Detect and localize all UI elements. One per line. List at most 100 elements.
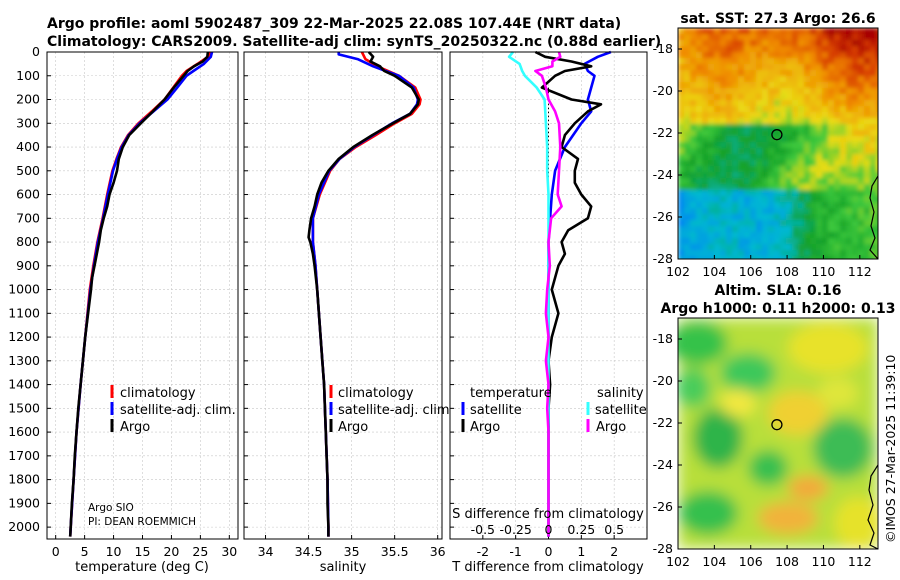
sst-cell: [804, 136, 811, 143]
sst-cell: [858, 160, 865, 167]
sst-cell: [858, 28, 865, 35]
sst-cell: [858, 238, 865, 245]
sst-cell: [810, 28, 817, 35]
sst-cell: [786, 76, 793, 83]
sst-cell: [828, 196, 835, 203]
sst-cell: [768, 184, 775, 191]
sst-cell: [768, 118, 775, 125]
sst-cell: [720, 28, 727, 35]
sst-cell: [840, 70, 847, 77]
sst-cell: [834, 28, 841, 35]
sla-anomaly: [818, 378, 858, 408]
sst-cell: [690, 256, 697, 259]
sst-cell: [714, 58, 721, 65]
sst-cell: [708, 226, 715, 233]
sst-cell: [738, 52, 745, 59]
sst-cell: [768, 172, 775, 179]
sst-cell: [834, 208, 841, 215]
sst-cell: [780, 136, 787, 143]
sst-cell: [816, 82, 823, 89]
sst-cell: [780, 52, 787, 59]
sst-cell: [708, 52, 715, 59]
sst-cell: [846, 250, 853, 257]
sst-map-frame: [677, 27, 879, 260]
sst-cell: [738, 34, 745, 41]
sst-cell: [786, 52, 793, 59]
sst-cell: [738, 94, 745, 101]
sst-cell: [732, 220, 739, 227]
sst-cell: [690, 28, 697, 35]
sst-cell: [822, 52, 829, 59]
sst-cell: [774, 82, 781, 89]
sst-cell: [684, 196, 691, 203]
sst-cell: [780, 232, 787, 239]
sst-cell: [840, 88, 847, 95]
sst-cell: [720, 52, 727, 59]
map-x-tick-label: 110: [812, 554, 836, 569]
sst-cell: [870, 184, 877, 191]
sst-cell: [840, 256, 847, 259]
sst-cell: [726, 70, 733, 77]
sst-cell: [696, 172, 703, 179]
sst-cell: [816, 196, 823, 203]
sst-cell: [684, 40, 691, 47]
sla-map-title: Altim. SLA: 0.16: [714, 283, 841, 299]
sst-cell: [852, 232, 859, 239]
sst-cell: [864, 220, 871, 227]
sst-cell: [804, 238, 811, 245]
sst-cell: [816, 178, 823, 185]
sst-cell: [738, 226, 745, 233]
sst-cell: [876, 136, 878, 143]
sst-cell: [780, 244, 787, 251]
sst-cell: [852, 214, 859, 221]
sst-cell: [750, 256, 757, 259]
sst-cell: [726, 88, 733, 95]
sst-cell: [732, 106, 739, 113]
sst-cell: [828, 100, 835, 107]
sst-cell: [792, 124, 799, 131]
sst-cell: [870, 40, 877, 47]
sst-cell: [774, 202, 781, 209]
sst-cell: [738, 196, 745, 203]
sst-cell: [870, 232, 877, 239]
sst-cell: [756, 250, 763, 257]
sst-cell: [828, 64, 835, 71]
sst-cell: [702, 136, 709, 143]
sst-cell: [678, 244, 685, 251]
sst-cell: [714, 232, 721, 239]
sst-cell: [750, 160, 757, 167]
sst-cell: [720, 82, 727, 89]
sst-cell: [684, 136, 691, 143]
sst-cell: [846, 226, 853, 233]
sst-cell: [768, 76, 775, 83]
sst-cell: [696, 244, 703, 251]
depth-tick-label: 500: [16, 163, 40, 178]
sst-cell: [804, 220, 811, 227]
sst-cell: [702, 34, 709, 41]
sst-cell: [804, 190, 811, 197]
sst-cell: [798, 244, 805, 251]
sst-cell: [750, 244, 757, 251]
sst-cell: [840, 196, 847, 203]
sst-cell: [684, 178, 691, 185]
map-x-tick-label: 106: [739, 554, 763, 569]
sst-cell: [852, 136, 859, 143]
sst-cell: [726, 130, 733, 137]
sst-cell: [828, 76, 835, 83]
sst-cell: [834, 202, 841, 209]
sst-cell: [840, 154, 847, 161]
sst-cell: [822, 172, 829, 179]
sst-cell: [798, 76, 805, 83]
sst-cell: [798, 46, 805, 53]
sst-cell: [876, 46, 878, 53]
sst-cell: [804, 202, 811, 209]
map-y-tick-label: -18: [653, 41, 673, 56]
sst-cell: [756, 40, 763, 47]
sst-cell: [744, 34, 751, 41]
sst-cell: [870, 148, 877, 155]
sst-cell: [678, 226, 685, 233]
coastline: [869, 175, 878, 259]
sst-cell: [768, 100, 775, 107]
sst-cell: [864, 244, 871, 251]
sst-cell: [732, 184, 739, 191]
